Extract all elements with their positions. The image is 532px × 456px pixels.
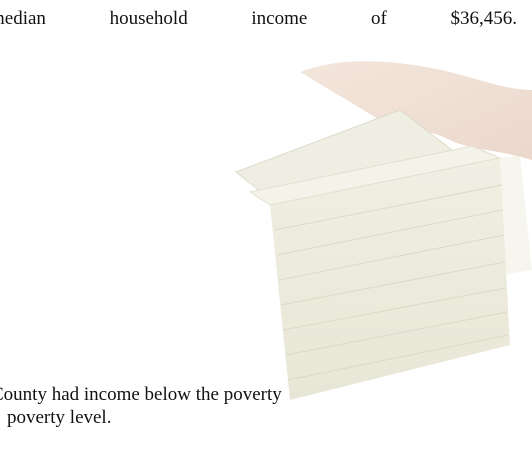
paragraph-text: County had income below the poverty (0, 384, 282, 406)
paragraph-text: poverty level. (7, 407, 111, 429)
paragraph-text: median household income of $36,456. (0, 8, 517, 30)
page: median household income of $36,456. Coun… (0, 0, 532, 456)
